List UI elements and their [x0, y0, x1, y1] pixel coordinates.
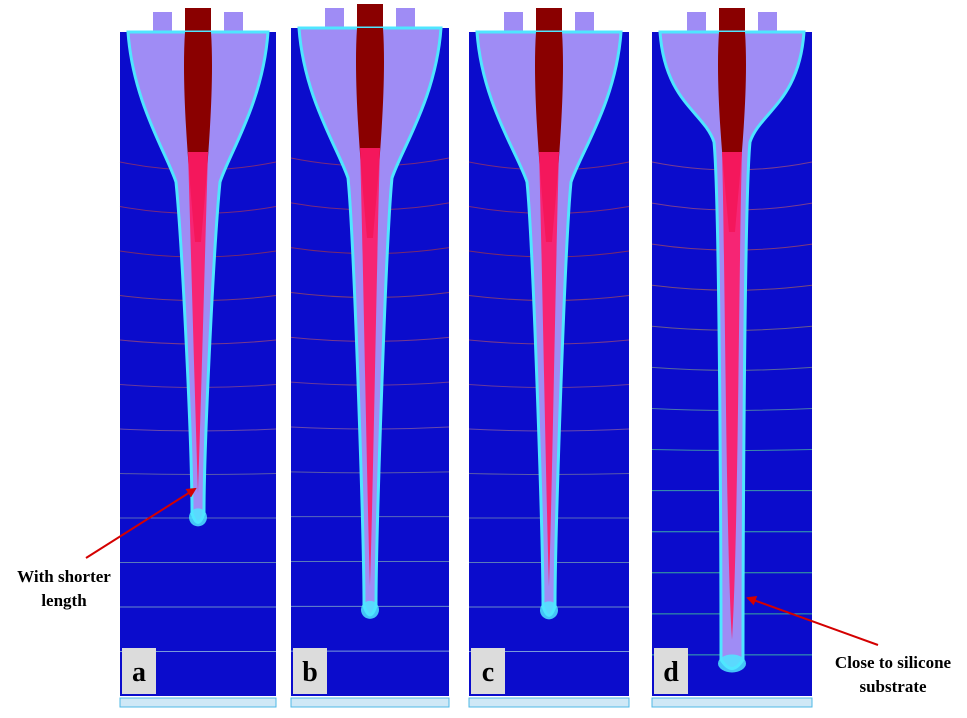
electrode-right — [396, 8, 415, 30]
electrode-left — [153, 12, 172, 34]
panel-label-box — [471, 648, 505, 694]
annotation-d: Close to silicone substrate — [746, 596, 952, 696]
jet-stream — [360, 148, 380, 586]
electrode-left — [325, 8, 344, 30]
substrate — [468, 697, 630, 708]
substrate — [290, 697, 450, 708]
jet-stream — [188, 152, 208, 494]
panel-label-box — [654, 648, 688, 694]
simulation-panels: a b c d — [119, 4, 813, 708]
panel-d: d — [651, 8, 813, 708]
annotation-a: With shorter length — [17, 487, 197, 610]
panel-c: c — [468, 8, 630, 708]
annotation-text: Close to silicone — [835, 653, 952, 672]
electrode-right — [758, 12, 777, 34]
panel-b: b — [290, 4, 450, 708]
jet-stream — [539, 152, 559, 587]
electrode-left — [504, 12, 523, 34]
annotations: With shorter length Close to silicone subst… — [17, 487, 952, 696]
annotation-arrow — [85, 487, 197, 559]
panel-label-box — [122, 648, 156, 694]
panel-label: b — [302, 657, 318, 688]
jet-tip — [361, 600, 379, 619]
annotation-text: substrate — [859, 677, 927, 696]
substrate — [119, 697, 277, 708]
electrode-right — [575, 12, 594, 34]
panel-a: a — [119, 8, 277, 708]
nozzle-core — [185, 8, 211, 34]
annotation-text: length — [41, 591, 87, 610]
electrode-left — [687, 12, 706, 34]
nozzle-core — [357, 4, 383, 30]
panel-label-box — [293, 648, 327, 694]
panel-label: c — [482, 657, 494, 688]
panel-label: a — [132, 657, 146, 688]
annotation-text: With shorter — [17, 567, 111, 586]
jet-tip — [718, 654, 746, 673]
nozzle-core — [536, 8, 562, 34]
nozzle-core — [719, 8, 745, 34]
jet-tip — [189, 508, 207, 527]
jet-tip — [540, 601, 558, 620]
jet-stream — [722, 152, 742, 640]
annotation-arrow — [746, 596, 879, 646]
electrode-right — [224, 12, 243, 34]
panel-label: d — [663, 657, 679, 688]
substrate — [651, 697, 813, 708]
